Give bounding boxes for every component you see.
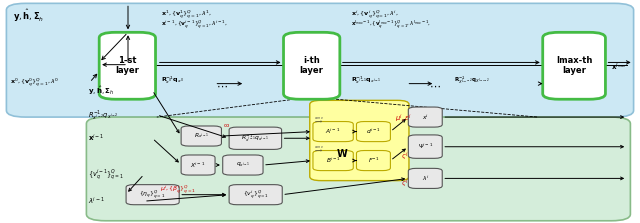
Text: $q_{x^{i-1}}$: $q_{x^{i-1}}$ [236,161,250,169]
Text: $d^{i-1}$: $d^{i-1}$ [366,127,381,136]
FancyBboxPatch shape [126,185,179,205]
FancyBboxPatch shape [356,151,390,171]
Text: $\mathbf{R}^{-1}_{x^0}\mathbf{q}_{x^0}$: $\mathbf{R}^{-1}_{x^0}\mathbf{q}_{x^0}$ [161,74,184,86]
FancyBboxPatch shape [6,3,634,117]
Text: $\mathbf{x}^{I_{max}}$: $\mathbf{x}^{I_{max}}$ [611,61,626,72]
Text: $\mathbf{R}^{-1}_{X^{I_{max}-2}}\mathbf{q}_{X^{I_{max}-2}}$: $\mathbf{R}^{-1}_{X^{I_{max}-2}}\mathbf{… [454,75,490,86]
FancyBboxPatch shape [310,100,409,181]
FancyBboxPatch shape [408,168,442,188]
Text: $\cdots$: $\cdots$ [429,81,441,90]
FancyBboxPatch shape [181,126,221,146]
Text: $\mathbf{y},\hat{\mathbf{h}},\mathbf{\Sigma}_h$: $\mathbf{y},\hat{\mathbf{h}},\mathbf{\Si… [88,84,115,97]
Text: $\cdots$: $\cdots$ [216,81,227,90]
Text: $\mathbf{x}^i,\{\mathbf{v}_q^i\}_{q=1}^Q,\lambda^i,$: $\mathbf{x}^i,\{\mathbf{v}_q^i\}_{q=1}^Q… [351,8,399,21]
Text: $\mathbf{W}$: $\mathbf{W}$ [335,147,348,159]
Text: $F^{-1}$: $F^{-1}$ [367,156,380,165]
FancyBboxPatch shape [543,32,605,99]
Text: $R^{-1}_{x^{i-2}}q_{x^{i-2}}$: $R^{-1}_{x^{i-2}}q_{x^{i-2}}$ [88,108,119,122]
Text: $\mu^i,\{\beta_q^i\}_{q=1}^Q$: $\mu^i,\{\beta_q^i\}_{q=1}^Q$ [160,184,196,196]
Text: i-th
layer: i-th layer [300,56,324,75]
Text: $\{v_q^i\}_{q=1}^Q$: $\{v_q^i\}_{q=1}^Q$ [243,188,269,201]
FancyBboxPatch shape [229,127,282,149]
Text: $\Psi^{i-1}$: $\Psi^{i-1}$ [418,142,433,151]
Text: $\{\eta_q\}_{q=1}^Q$: $\{\eta_q\}_{q=1}^Q$ [140,188,166,201]
Text: $\varsigma^i$: $\varsigma^i$ [401,178,408,190]
Text: $\mu^i,\varepsilon^i$: $\mu^i,\varepsilon^i$ [395,112,412,125]
Text: $\varsigma^i$: $\varsigma^i$ [401,151,408,163]
FancyBboxPatch shape [223,155,263,175]
FancyBboxPatch shape [99,32,156,99]
FancyBboxPatch shape [181,155,215,175]
Text: $R^{-1}_{x^{i-1}}q_{x^{i-1}}$: $R^{-1}_{x^{i-1}}q_{x^{i-1}}$ [241,132,269,144]
Text: $\mathbf{x}^{i-1},\{\mathbf{v}_q^{i-1}\}_{q=1}^Q,\lambda^{i-1},$: $\mathbf{x}^{i-1},\{\mathbf{v}_q^{i-1}\}… [161,18,228,31]
Text: $X^{i-1}$: $X^{i-1}$ [191,160,205,170]
Text: $A^{i-1}$: $A^{i-1}$ [326,127,340,136]
Text: $\mathbf{x}^1,\{\mathbf{v}_q^1\}_{q=1}^Q,\lambda^1,$: $\mathbf{x}^1,\{\mathbf{v}_q^1\}_{q=1}^Q… [161,8,212,21]
Text: $\mathbf{x}^{i-1}$: $\mathbf{x}^{i-1}$ [88,133,105,144]
Text: $x^i$: $x^i$ [422,112,429,122]
Text: $\lambda^i$: $\lambda^i$ [422,174,429,183]
Text: $\mathbf{R}^{-1}_{x^{i-1}}\mathbf{q}_{x^{i-1}}$: $\mathbf{R}^{-1}_{x^{i-1}}\mathbf{q}_{x^… [351,74,381,86]
Text: $\{v_q^{i-1}\}_{q=1}^Q$: $\{v_q^{i-1}\}_{q=1}^Q$ [88,167,124,182]
Text: $R_{x^{i-1}}$: $R_{x^{i-1}}$ [194,132,209,140]
Text: $\mathbf{x}^{I_{max}-1},\{\mathbf{v}_q^{I_{max}-1}\}_{q=1}^Q,\lambda^{I_{max}-1}: $\mathbf{x}^{I_{max}-1},\{\mathbf{v}_q^{… [351,18,431,31]
FancyBboxPatch shape [408,107,442,127]
FancyBboxPatch shape [313,122,353,142]
Text: $\lambda^{i-1}$: $\lambda^{i-1}$ [88,196,105,207]
FancyBboxPatch shape [408,135,442,158]
FancyBboxPatch shape [229,185,282,205]
Text: $\overset{conv}{\longrightarrow}$: $\overset{conv}{\longrightarrow}$ [314,116,324,125]
Text: co: co [224,124,230,128]
Text: $B^{i-1}$: $B^{i-1}$ [326,156,340,165]
FancyBboxPatch shape [313,151,353,171]
FancyBboxPatch shape [86,117,630,221]
FancyBboxPatch shape [356,122,390,142]
FancyBboxPatch shape [284,32,340,99]
Text: $\mathbf{x}^0,\{\mathbf{v}_q^0\}_{q=1}^Q,\lambda^0$: $\mathbf{x}^0,\{\mathbf{v}_q^0\}_{q=1}^Q… [10,76,59,89]
Text: $\overset{conv}{\longrightarrow}$: $\overset{conv}{\longrightarrow}$ [314,145,324,154]
Text: $\mathbf{y},\hat{\mathbf{h}},\mathbf{\Sigma}_h$: $\mathbf{y},\hat{\mathbf{h}},\mathbf{\Si… [13,8,44,24]
Text: Imax-th
layer: Imax-th layer [556,56,592,75]
Text: 1-st
layer: 1-st layer [115,56,140,75]
